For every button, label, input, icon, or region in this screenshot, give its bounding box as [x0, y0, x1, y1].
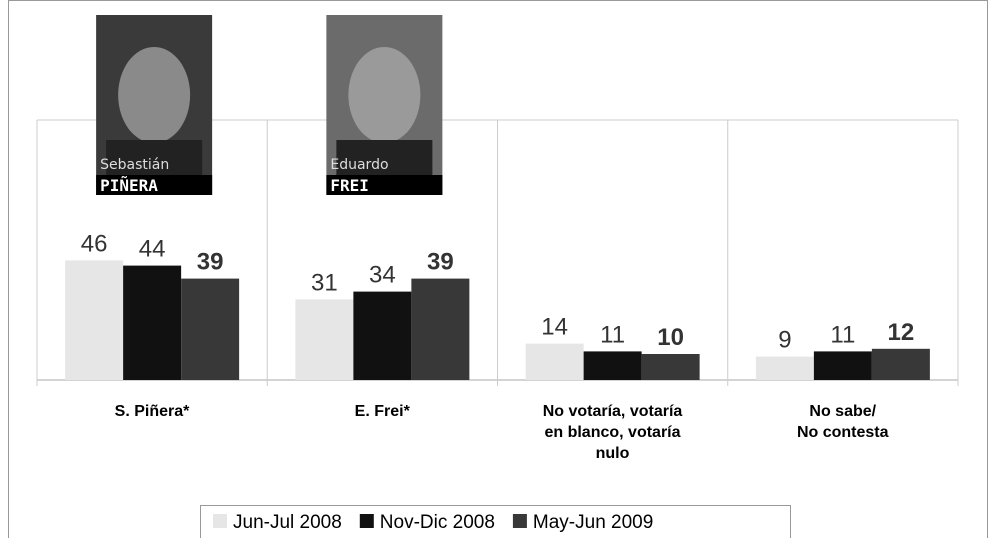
photo-face	[348, 47, 421, 143]
bar	[813, 351, 872, 380]
photo-suit	[336, 140, 433, 175]
photo-bar	[96, 175, 213, 195]
bar	[871, 348, 930, 380]
photo-face	[118, 47, 191, 143]
data-label: 10	[657, 324, 684, 351]
data-label: 12	[888, 319, 915, 346]
photo-first-name: Sebastián	[100, 157, 169, 173]
x-tick-label: S. Piñera*	[114, 403, 190, 420]
x-tick-label: No sabe/ No contesta	[796, 403, 889, 441]
bar	[583, 351, 642, 380]
legend-box	[200, 505, 791, 538]
data-label: 11	[830, 321, 855, 348]
bar	[123, 265, 182, 380]
photos: Sebastián PIÑERA Eduardo FREI	[96, 15, 443, 195]
legend: Jun-Jul 2008 Nov-Dic 2008 May-Jun 2009	[200, 505, 791, 538]
frame	[8, 0, 988, 538]
legend-swatch	[512, 514, 527, 528]
photo-suit	[106, 140, 203, 175]
bar	[641, 354, 700, 380]
bar	[295, 299, 354, 380]
data-label: 39	[197, 249, 224, 276]
data-label: 9	[778, 327, 791, 354]
legend-label: May-Jun 2009	[533, 512, 653, 533]
data-label: 11	[600, 321, 625, 348]
data-label: 34	[369, 262, 396, 289]
data-label: 39	[427, 249, 454, 276]
x-tick-label: No votaría, votaría en blanco, votaría n…	[542, 403, 683, 462]
bar	[525, 343, 584, 380]
legend-label: Jun-Jul 2008	[233, 512, 342, 533]
data-label: 46	[81, 230, 108, 257]
legend-swatch	[359, 514, 374, 528]
photo-bar	[326, 175, 443, 195]
photo-last-name: FREI	[330, 176, 369, 195]
photo-first-name: Eduardo	[330, 157, 388, 173]
bar	[755, 356, 814, 380]
bar	[353, 291, 412, 380]
bar	[65, 260, 124, 380]
x-tick-label: E. Frei*	[354, 403, 410, 420]
bar	[411, 278, 470, 380]
data-label: 44	[139, 236, 166, 263]
photo-last-name: PIÑERA	[100, 176, 158, 195]
data-label: 14	[541, 314, 568, 341]
data-label: 31	[311, 269, 338, 296]
bar	[181, 278, 240, 380]
legend-swatch	[213, 514, 227, 528]
legend-label: Nov-Dic 2008	[380, 512, 495, 533]
